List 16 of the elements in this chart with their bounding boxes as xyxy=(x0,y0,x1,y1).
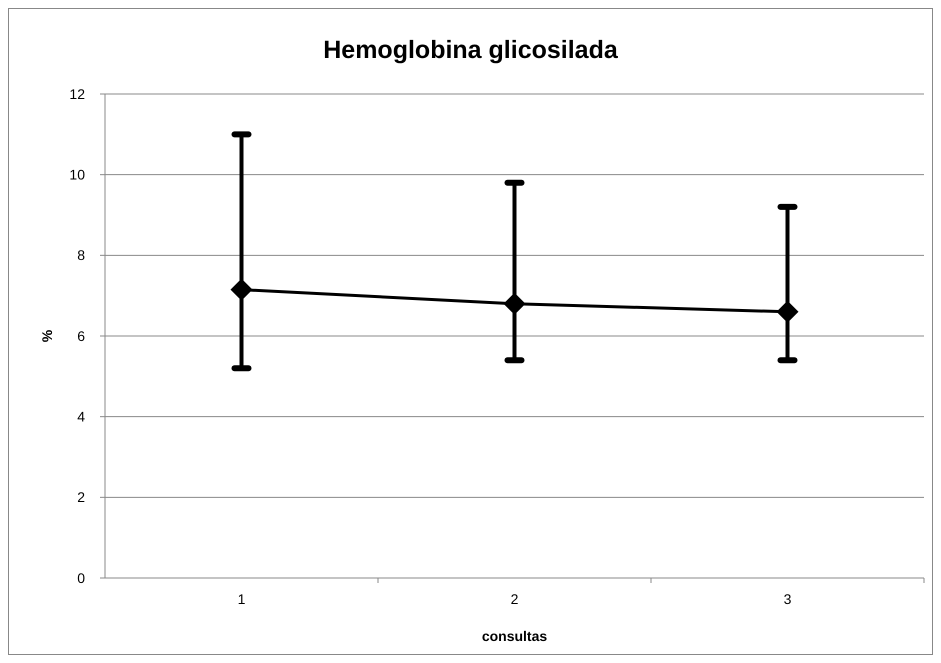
y-tick-label: 0 xyxy=(77,570,86,586)
point xyxy=(504,292,526,315)
y-tick-label: 6 xyxy=(77,328,86,344)
x-tick-label: 2 xyxy=(510,591,519,607)
y-tick-label: 8 xyxy=(77,247,86,264)
x-tick-label: 1 xyxy=(238,591,246,607)
y-tick-label: 4 xyxy=(77,408,86,425)
y-tick-label: 12 xyxy=(69,86,86,102)
y-tick-label: 10 xyxy=(69,166,86,183)
y-tick-label: 2 xyxy=(77,489,86,506)
y-axis-title: % xyxy=(39,329,55,342)
point xyxy=(776,300,798,323)
x-axis-title: consultas xyxy=(482,628,548,644)
chart-title: Hemoglobina glicosilada xyxy=(323,36,619,64)
point xyxy=(230,278,252,301)
x-tick-label: 3 xyxy=(784,591,792,607)
